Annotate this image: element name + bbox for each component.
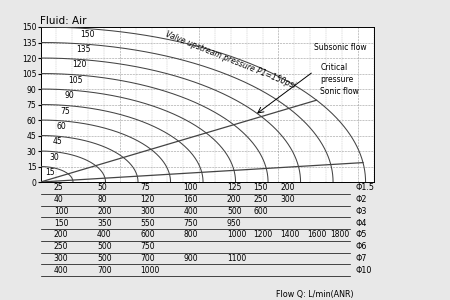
Text: 500: 500 <box>227 207 242 216</box>
Text: 400: 400 <box>184 207 198 216</box>
Text: Flow Q: L/min(ANR): Flow Q: L/min(ANR) <box>276 290 354 298</box>
Text: Φ10: Φ10 <box>355 266 372 274</box>
Text: 950: 950 <box>227 219 242 228</box>
Text: 700: 700 <box>97 266 112 274</box>
Text: 1000: 1000 <box>227 230 246 239</box>
Text: Sonic flow: Sonic flow <box>320 87 359 96</box>
Text: 150: 150 <box>254 183 268 192</box>
Text: 100: 100 <box>54 207 68 216</box>
Text: 60: 60 <box>57 122 67 131</box>
Text: 250: 250 <box>254 195 268 204</box>
Text: 700: 700 <box>140 254 155 263</box>
Text: 50: 50 <box>97 183 107 192</box>
Text: 40: 40 <box>54 195 63 204</box>
Text: Φ4: Φ4 <box>355 219 367 228</box>
Text: Φ1.5: Φ1.5 <box>355 183 374 192</box>
Text: 400: 400 <box>54 266 68 274</box>
Text: 750: 750 <box>184 219 198 228</box>
Text: 1600: 1600 <box>307 230 326 239</box>
Text: Fluid: Air: Fluid: Air <box>40 16 87 26</box>
Text: 15: 15 <box>45 168 55 177</box>
Text: Φ7: Φ7 <box>355 254 367 263</box>
Text: Φ2: Φ2 <box>355 195 367 204</box>
Text: 200: 200 <box>280 183 295 192</box>
Text: 300: 300 <box>54 254 68 263</box>
Text: 1400: 1400 <box>280 230 300 239</box>
Text: 100: 100 <box>184 183 198 192</box>
Text: 600: 600 <box>140 230 155 239</box>
Text: 500: 500 <box>97 254 112 263</box>
Text: 125: 125 <box>227 183 241 192</box>
Text: 1000: 1000 <box>140 266 160 274</box>
Text: Critical
pressure: Critical pressure <box>320 64 353 84</box>
Text: 300: 300 <box>140 207 155 216</box>
Text: 45: 45 <box>53 137 63 146</box>
Text: 135: 135 <box>76 45 91 54</box>
Text: Subsonic flow: Subsonic flow <box>314 43 366 52</box>
Text: 30: 30 <box>49 153 59 162</box>
Text: 80: 80 <box>97 195 107 204</box>
Text: 1800: 1800 <box>330 230 350 239</box>
Text: Φ3: Φ3 <box>355 207 367 216</box>
Text: 1200: 1200 <box>254 230 273 239</box>
Text: 160: 160 <box>184 195 198 204</box>
Text: 120: 120 <box>140 195 155 204</box>
Text: 120: 120 <box>72 60 87 69</box>
Text: 150: 150 <box>80 30 94 39</box>
Text: 800: 800 <box>184 230 198 239</box>
Text: 750: 750 <box>140 242 155 251</box>
Text: Valve upstream pressure P1=150psi: Valve upstream pressure P1=150psi <box>164 30 297 91</box>
Text: 90: 90 <box>65 91 74 100</box>
Text: 200: 200 <box>54 230 68 239</box>
Text: Φ5: Φ5 <box>355 230 367 239</box>
Text: 600: 600 <box>254 207 268 216</box>
Text: 200: 200 <box>97 207 112 216</box>
Text: 500: 500 <box>97 242 112 251</box>
Text: 105: 105 <box>68 76 83 85</box>
Text: 200: 200 <box>227 195 242 204</box>
Text: 1100: 1100 <box>227 254 246 263</box>
Text: Φ6: Φ6 <box>355 242 367 251</box>
Text: 400: 400 <box>97 230 112 239</box>
Text: 150: 150 <box>54 219 68 228</box>
Text: 25: 25 <box>54 183 63 192</box>
Text: 75: 75 <box>140 183 150 192</box>
Text: 350: 350 <box>97 219 112 228</box>
Text: 75: 75 <box>61 106 71 116</box>
Text: 250: 250 <box>54 242 68 251</box>
Text: 900: 900 <box>184 254 198 263</box>
Text: 550: 550 <box>140 219 155 228</box>
Text: 300: 300 <box>280 195 295 204</box>
